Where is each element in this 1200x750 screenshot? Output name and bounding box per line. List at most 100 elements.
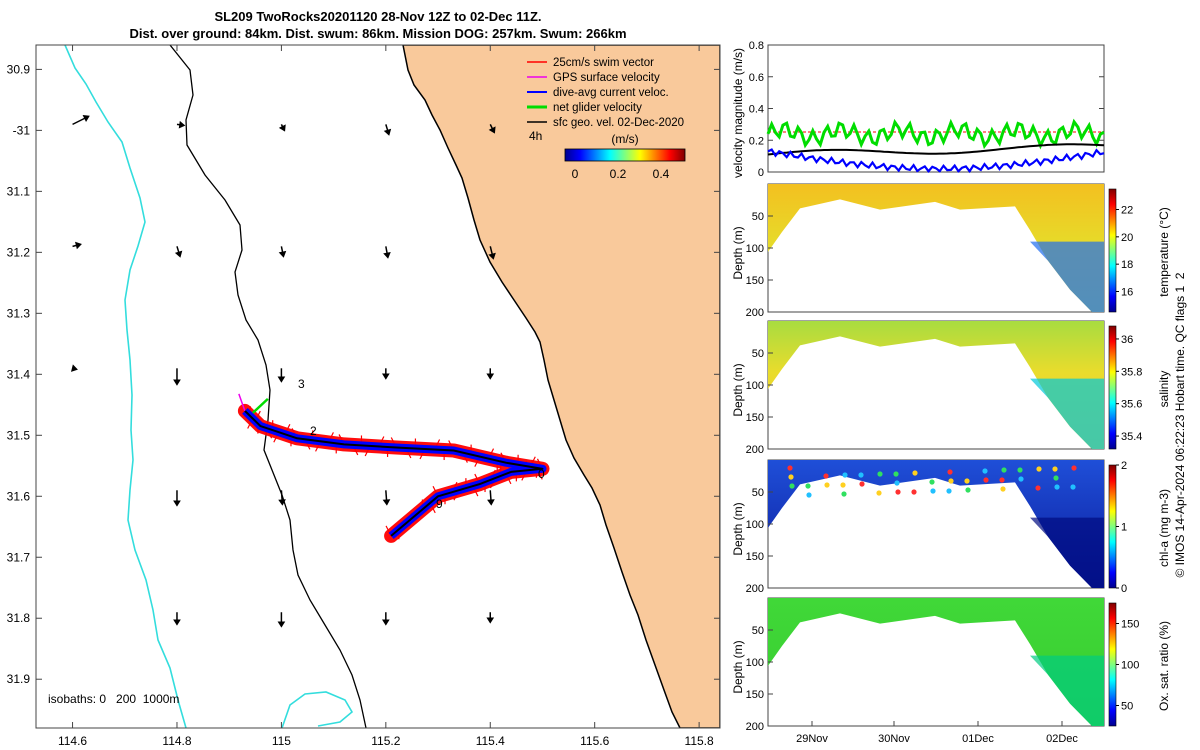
legend-net-glider: net glider velocity (553, 102, 642, 114)
oxygen-ytick-label: 200 (746, 721, 764, 733)
temperature-ytick-label: 100 (746, 243, 764, 255)
chl-a-sample-dot (1054, 484, 1060, 490)
temperature-colorbar-tick-label: 18 (1121, 259, 1133, 271)
oxygen-ylabel: Depth (m) (731, 640, 745, 693)
oxygen-deep-water (1030, 655, 1104, 726)
date-xtick-label: 02Dec (1046, 733, 1078, 745)
chl-a-sample-dot (1053, 475, 1059, 481)
geo-velocity-arrowhead (488, 126, 496, 134)
geo-velocity-arrowhead (71, 364, 78, 372)
temperature-ylabel: Depth (m) (731, 226, 745, 279)
current-speed-line (767, 148, 1105, 174)
map-colorbar: (m/s) 0 0.2 0.4 (564, 132, 686, 181)
chl-a-sample-dot (788, 474, 794, 480)
salinity-section-panel: 50 100 150 200 Depth (m) 36 35.8 35.6 35.4 salini… (731, 320, 1171, 456)
geo-velocity-arrowhead (75, 241, 82, 250)
chl-a-sample-dot (841, 491, 847, 497)
salinity-ytick-label: 50 (752, 348, 764, 360)
colorbar-tick-0: 0 (572, 167, 579, 181)
legend-swim-vector: 25cm/s swim vector (553, 57, 654, 69)
chl-a-sample-dot (964, 478, 970, 484)
chl-a-sample-dot (842, 472, 848, 478)
map-ytick-label: 31.9 (7, 672, 31, 686)
land-mass (402, 45, 720, 728)
time-label: 4h (529, 129, 542, 143)
map-xtick-label: 115.8 (685, 734, 714, 748)
chl-a-sample-dot (789, 483, 795, 489)
chl-a-colorbar-tick-label: 1 (1121, 522, 1127, 534)
chl-a-deep-water (1030, 517, 1104, 588)
chl-a-sample-dot (894, 480, 900, 486)
chl-a-sample-dot (965, 487, 971, 493)
map-panel: 114.6 114.8 115 115.2 115.4 115.6 115.8 30.9 -31… (7, 44, 721, 748)
geo-velocity-arrowhead (486, 373, 495, 380)
geo-velocity-arrowhead (486, 617, 495, 624)
chl-a-sample-dot (840, 482, 846, 488)
chl-a-ytick-label: 200 (746, 583, 764, 595)
map-xtick-label: 115 (272, 734, 291, 748)
chl-a-sample-dot (1052, 466, 1058, 472)
velocity-ytick-label: 0 (758, 167, 764, 179)
chl-a-colorbar-tick-label: 2 (1121, 460, 1127, 472)
geo-velocity-arrowhead (277, 376, 286, 383)
geo-velocity-arrowhead (174, 250, 183, 258)
chl-a-ytick-label: 100 (746, 519, 764, 531)
chl-a-ylabel: Depth (m) (731, 502, 745, 555)
chl-a-sample-dot (859, 481, 865, 487)
geo-velocity-arrowhead (487, 499, 495, 506)
chl-a-data-field (768, 460, 1104, 588)
chl-a-sample-dot (947, 469, 953, 475)
date-xtick-label: 01Dec (962, 733, 994, 745)
salinity-ylabel: Depth (m) (731, 363, 745, 416)
chl-a-sample-dot (806, 492, 812, 498)
salinity-colorbar-label: salinity (1157, 371, 1171, 408)
chl-a-sample-dot (876, 490, 882, 496)
temperature-ytick-label: 150 (746, 275, 764, 287)
map-xtick-label: 114.8 (162, 734, 191, 748)
geo-velocity-arrowhead (173, 619, 181, 626)
geo-velocity-arrowhead (82, 115, 90, 122)
map-frame (35, 44, 721, 729)
chl-a-sample-dot (1018, 476, 1024, 482)
chl-a-sample-dot (1017, 467, 1023, 473)
oxygen-colorbar-tick-label: 50 (1121, 701, 1133, 713)
oxygen-colorbar-tick-label: 100 (1121, 660, 1139, 672)
geo-velocity-arrowhead (278, 124, 286, 132)
map-ytick-label: 31.3 (7, 306, 31, 320)
footer-credit: © IMOS 14-Apr-2024 06:22:23 Hobart time.… (1173, 272, 1187, 577)
chl-a-sample-dot (893, 471, 899, 477)
chl-a-sample-dot (1000, 486, 1006, 492)
geo-velocity-arrowhead (381, 373, 390, 380)
gps-velocity-arrow (238, 393, 246, 412)
map-ytick-label: 31.2 (7, 245, 31, 259)
velocity-ytick-label: 0.2 (749, 135, 764, 147)
oxygen-colorbar-tick-label: 150 (1121, 619, 1139, 631)
chl-a-sample-dot (982, 468, 988, 474)
geo-velocity-arrowhead (381, 619, 390, 626)
salinity-ytick-label: 200 (746, 444, 764, 456)
salinity-deep-water (1030, 378, 1104, 449)
net-glider-velocity-arrow (252, 397, 269, 414)
velocity-ytick-label: 0.4 (749, 104, 764, 116)
geo-velocity-arrowhead (173, 500, 181, 507)
temperature-colorbar-tick-label: 22 (1121, 205, 1133, 217)
temperature-colorbar-label: temperature (°C) (1157, 207, 1171, 297)
geo-velocity-arrowhead (383, 251, 391, 259)
oxygen-ytick-label: 100 (746, 657, 764, 669)
geo-speed-line (767, 143, 1105, 156)
chl-a-sample-dot (930, 488, 936, 494)
chl-a-section-panel: 50 100 150 200 Depth (m) 2 1 0 chl-a (mg m-3) (731, 459, 1171, 595)
glider-track-line (244, 410, 544, 537)
geo-velocity-arrowhead (383, 128, 392, 136)
map-ytick-label: -31 (13, 123, 31, 137)
isobath-200m (169, 45, 367, 728)
temperature-ytick-label: 50 (752, 211, 764, 223)
chl-a-sample-dot (912, 470, 918, 476)
velocity-ytick-label: 0.6 (749, 72, 764, 84)
salinity-colorbar-tick-label: 35.8 (1121, 366, 1142, 378)
map-ytick-label: 30.9 (7, 62, 31, 76)
chl-a-sample-dot (1035, 485, 1041, 491)
chl-a-sample-dot (805, 483, 811, 489)
day-label-2: 2 (310, 424, 317, 438)
